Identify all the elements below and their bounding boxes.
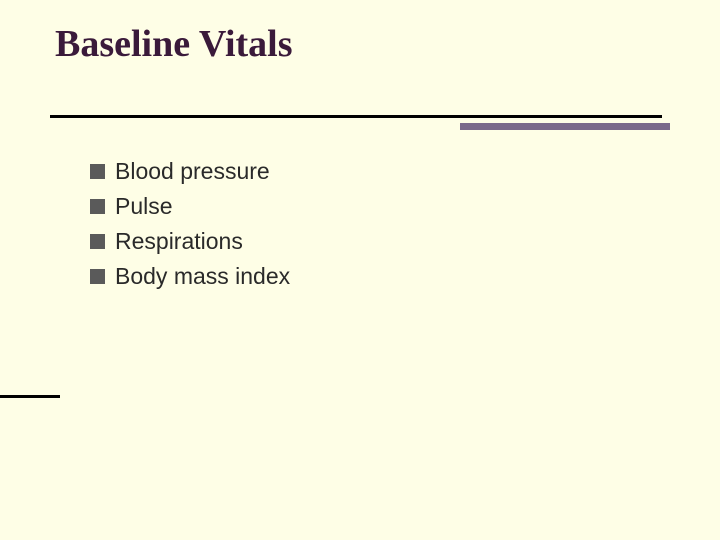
square-bullet-icon <box>90 164 105 179</box>
bullet-list: Blood pressure Pulse Respirations Body m… <box>90 155 290 295</box>
list-item-label: Pulse <box>115 193 173 220</box>
list-item: Pulse <box>90 190 290 223</box>
list-item: Respirations <box>90 225 290 258</box>
list-item-label: Body mass index <box>115 263 290 290</box>
list-item: Body mass index <box>90 260 290 293</box>
square-bullet-icon <box>90 269 105 284</box>
slide: Baseline Vitals Blood pressure Pulse Res… <box>0 0 720 540</box>
list-item: Blood pressure <box>90 155 290 188</box>
left-edge-bar <box>0 395 60 398</box>
square-bullet-icon <box>90 199 105 214</box>
list-item-label: Blood pressure <box>115 158 270 185</box>
list-item-label: Respirations <box>115 228 243 255</box>
slide-title: Baseline Vitals <box>55 22 293 66</box>
square-bullet-icon <box>90 234 105 249</box>
accent-bar <box>460 123 670 130</box>
title-underline <box>50 115 662 118</box>
